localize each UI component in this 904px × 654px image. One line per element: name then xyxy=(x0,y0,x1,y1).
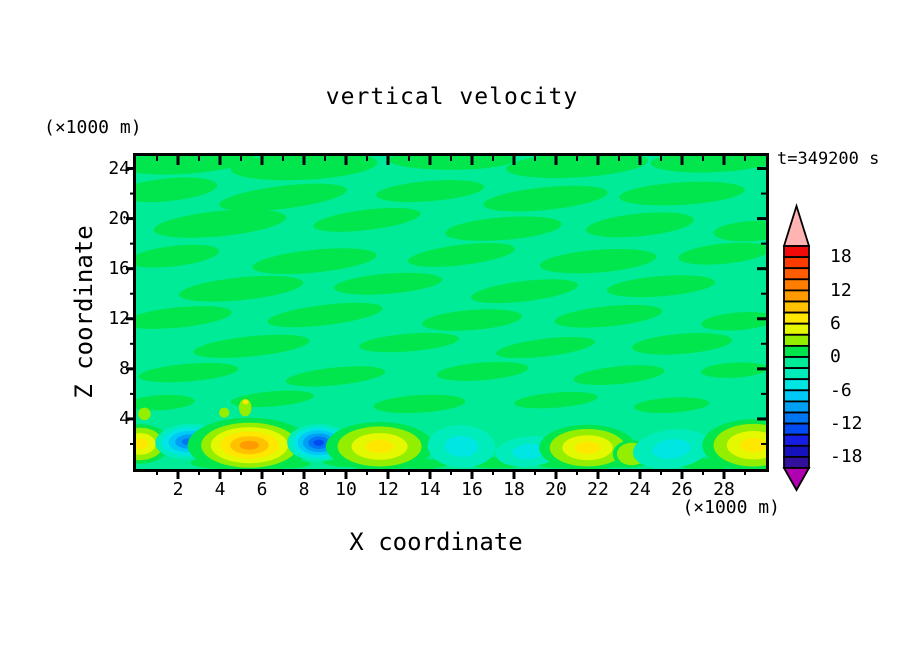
colorbar-tick-label: 0 xyxy=(830,346,841,368)
contour-plot-field xyxy=(136,156,766,469)
x-tick-label: 6 xyxy=(256,479,268,500)
x-tick-label: 10 xyxy=(335,479,357,500)
colorbar-tick-label: 6 xyxy=(830,312,841,334)
colorbar-tick-label: -18 xyxy=(830,446,863,468)
y-tick-label: 4 xyxy=(119,407,130,429)
chart-title: vertical velocity xyxy=(325,84,579,110)
colorbar-tick-label: 12 xyxy=(830,279,852,301)
x-tick-label: 4 xyxy=(214,479,226,500)
y-tick-label: 20 xyxy=(108,207,130,229)
x-tick-label: 16 xyxy=(461,479,483,500)
colorbar xyxy=(782,202,811,492)
colorbar-tick-label: -6 xyxy=(830,379,852,401)
x-tick-label: 22 xyxy=(587,479,609,500)
colorbar-tick-label: -12 xyxy=(830,412,863,434)
y-tick-label: 16 xyxy=(108,257,130,279)
y-tick-label: 8 xyxy=(119,357,130,379)
y-axis-unit-label: (×1000 m) xyxy=(44,117,142,138)
x-tick-label: 8 xyxy=(298,479,310,500)
x-tick-label: 14 xyxy=(419,479,441,500)
x-axis-title: X coordinate xyxy=(349,528,523,556)
x-tick-label: 28 xyxy=(713,479,735,500)
colorbar-tick-label: 18 xyxy=(830,246,852,268)
y-tick-label: 12 xyxy=(108,307,130,329)
x-tick-label: 18 xyxy=(503,479,525,500)
x-tick-label: 12 xyxy=(377,479,399,500)
x-tick-label: 24 xyxy=(629,479,651,500)
x-axis-unit-label: (×1000 m) xyxy=(682,497,780,518)
timestamp-label: t=349200 s xyxy=(777,149,880,169)
x-tick-label: 26 xyxy=(671,479,693,500)
x-tick-label: 2 xyxy=(172,479,184,500)
y-tick-label: 24 xyxy=(108,157,130,179)
x-tick-label: 20 xyxy=(545,479,567,500)
